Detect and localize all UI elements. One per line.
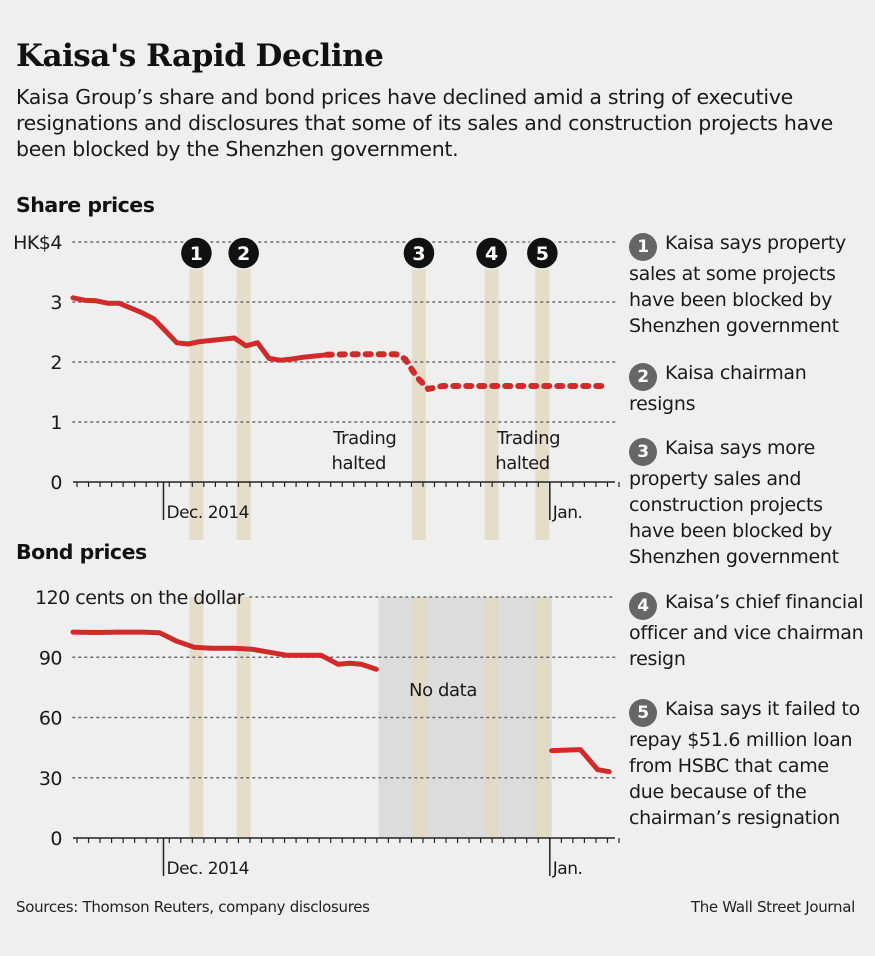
event-marker-number-3: 3 — [412, 243, 425, 265]
bond-y-tick-label: 30 — [39, 768, 62, 790]
bond-prices-heading: Bond prices — [16, 540, 147, 564]
bond-x-tick-label: Dec. 2014 — [166, 859, 248, 879]
share-y-tick-label: 1 — [50, 412, 62, 434]
event-badge-2: 2 — [629, 363, 657, 391]
event-marker-badge-4 — [474, 236, 509, 270]
share-x-tick-label: Dec. 2014 — [166, 503, 248, 523]
bond-x-tick-label: Jan. — [552, 859, 583, 879]
chart-title: Kaisa's Rapid Decline — [16, 38, 384, 74]
event-badge-5: 5 — [629, 699, 657, 727]
event-note-5: 5 Kaisa says it failed to repay $51.6 mil… — [629, 696, 869, 831]
trading-halted-label: halted — [495, 453, 550, 474]
event-badge-4: 4 — [629, 592, 657, 620]
event-text-4: Kaisa’s chief financial officer and vice… — [629, 591, 864, 670]
share-y-tick-label: 2 — [50, 352, 62, 374]
event-note-1: 1 Kaisa says property sales at some proje… — [629, 230, 869, 339]
event-text-1: Kaisa says property sales at some projec… — [629, 232, 846, 337]
event-marker-number-2: 2 — [237, 243, 250, 265]
share-event-bar-3 — [411, 258, 426, 540]
event-note-3: 3 Kaisa says more property sales and cons… — [629, 435, 869, 570]
bond-series-line-1 — [70, 629, 379, 672]
event-badge-3: 3 — [629, 438, 657, 466]
share-y-tick-label: 3 — [50, 292, 62, 314]
event-marker-number-5: 5 — [536, 243, 549, 265]
event-text-5: Kaisa says it failed to repay $51.6 mill… — [629, 698, 860, 829]
share-prices-heading: Share prices — [16, 193, 155, 217]
share-series-line-1 — [70, 295, 330, 363]
no-data-label: No data — [409, 680, 477, 701]
event-badge-1: 1 — [629, 233, 657, 261]
bond-y-tick-label: 120 cents on the dollar — [35, 587, 245, 609]
share-x-tick-label: Jan. — [552, 503, 583, 523]
event-note-2: 2 Kaisa chairman resigns — [629, 360, 869, 417]
chart-subtitle: Kaisa Group’s share and bond prices have… — [16, 85, 833, 161]
trading-halted-label: halted — [331, 453, 386, 474]
event-marker-badge-5 — [525, 236, 560, 270]
event-marker-number-1: 1 — [190, 243, 203, 265]
sources-note: Sources: Thomson Reuters, company disclo… — [16, 898, 370, 916]
share-event-bar-1 — [189, 258, 204, 540]
share-series-line-2 — [323, 351, 613, 392]
event-marker-number-4: 4 — [485, 243, 498, 265]
trading-halted-label: Trading — [496, 428, 560, 449]
publisher-credit: The Wall Street Journal — [690, 898, 855, 916]
event-marker-badge-1 — [179, 236, 214, 270]
share-event-bar-4 — [484, 258, 499, 540]
bond-series-line-2 — [549, 747, 612, 775]
bond-y-tick-label: 90 — [39, 647, 62, 669]
share-y-tick-label: 0 — [50, 472, 62, 494]
event-text-2: Kaisa chairman resigns — [629, 362, 807, 415]
bond-y-tick-label: 60 — [39, 708, 62, 730]
event-marker-badge-2 — [226, 236, 261, 270]
share-y-tick-label: HK$4 — [13, 232, 62, 254]
trading-halted-label: Trading — [332, 428, 396, 449]
bond-y-tick-label: 0 — [50, 828, 62, 850]
event-note-4: 4 Kaisa’s chief financial officer and vic… — [629, 589, 869, 672]
event-text-3: Kaisa says more property sales and const… — [629, 437, 839, 568]
event-marker-badge-3 — [402, 236, 436, 270]
share-event-bar-5 — [535, 258, 550, 540]
share-event-bar-2 — [236, 258, 251, 540]
bond-event-bar-3 — [411, 597, 426, 838]
